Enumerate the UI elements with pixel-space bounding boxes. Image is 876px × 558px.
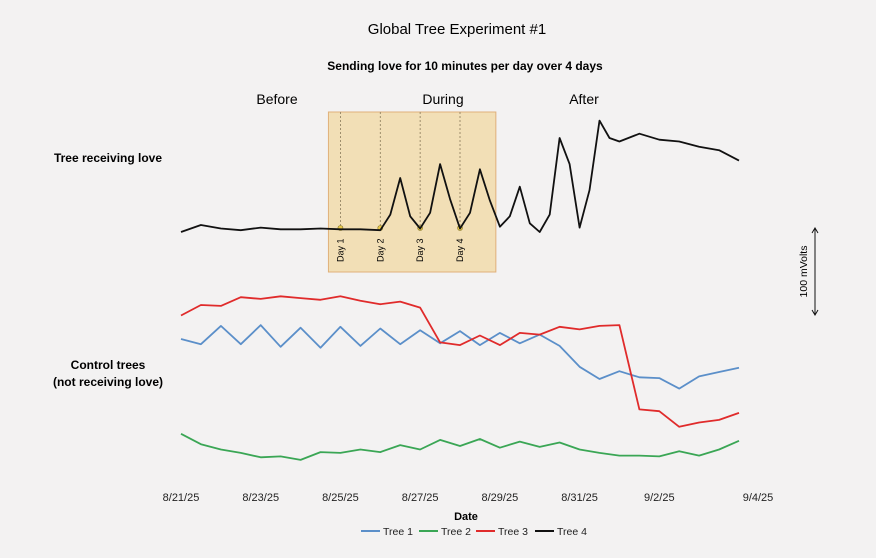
legend-entry: Tree 2 — [441, 526, 471, 538]
phase-label-during: During — [422, 91, 463, 107]
phase-label-after: After — [569, 91, 599, 107]
x-tick-label: 8/31/25 — [561, 492, 598, 504]
day-marker-label: Day 3 — [415, 238, 425, 262]
series-line-tree-2 — [180, 433, 740, 461]
during-period-highlight — [327, 111, 497, 273]
scale-bar-label: 100 mVolts — [798, 246, 810, 298]
x-tick-label: 8/21/25 — [163, 492, 200, 504]
series-line-tree-1 — [180, 324, 740, 390]
x-axis-label: Date — [454, 511, 478, 523]
legend: Tree 1 Tree 2 Tree 3 Tree 4 — [361, 526, 587, 538]
x-tick-label: 8/25/25 — [322, 492, 359, 504]
legend-entry: Tree 4 — [557, 526, 587, 538]
x-axis-ticks: 8/21/25 8/23/25 8/25/25 8/27/25 8/29/25 8/31/… — [163, 492, 774, 504]
x-tick-label: 8/29/25 — [482, 492, 519, 504]
chart-title: Global Tree Experiment #1 — [368, 21, 546, 38]
x-tick-label: 8/23/25 — [242, 492, 279, 504]
day-markers: Day 1 Day 2 Day 3 Day 4 — [335, 112, 465, 262]
legend-entry: Tree 1 — [383, 526, 413, 538]
x-tick-label: 9/2/25 — [644, 492, 675, 504]
scale-bar — [811, 227, 819, 316]
x-tick-label: 9/4/25 — [743, 492, 774, 504]
control-trees-label: Control trees — [71, 358, 146, 372]
phase-label-before: Before — [256, 91, 297, 107]
series-line-tree-3 — [180, 295, 740, 428]
series-line-tree-4 — [180, 119, 740, 233]
day-marker-label: Day 2 — [375, 238, 385, 262]
day-marker-label: Day 1 — [335, 238, 345, 262]
chart-subtitle: Sending love for 10 minutes per day over… — [327, 59, 603, 73]
control-trees-sublabel: (not receiving love) — [53, 375, 163, 389]
series-layer — [180, 119, 740, 461]
x-tick-label: 8/27/25 — [402, 492, 439, 504]
scale-bar-arrow-bottom — [811, 309, 819, 316]
legend-entry: Tree 3 — [498, 526, 528, 538]
day-marker-label: Day 4 — [455, 238, 465, 262]
scale-bar-arrow-top — [811, 227, 819, 234]
treated-tree-label: Tree receiving love — [54, 151, 162, 165]
